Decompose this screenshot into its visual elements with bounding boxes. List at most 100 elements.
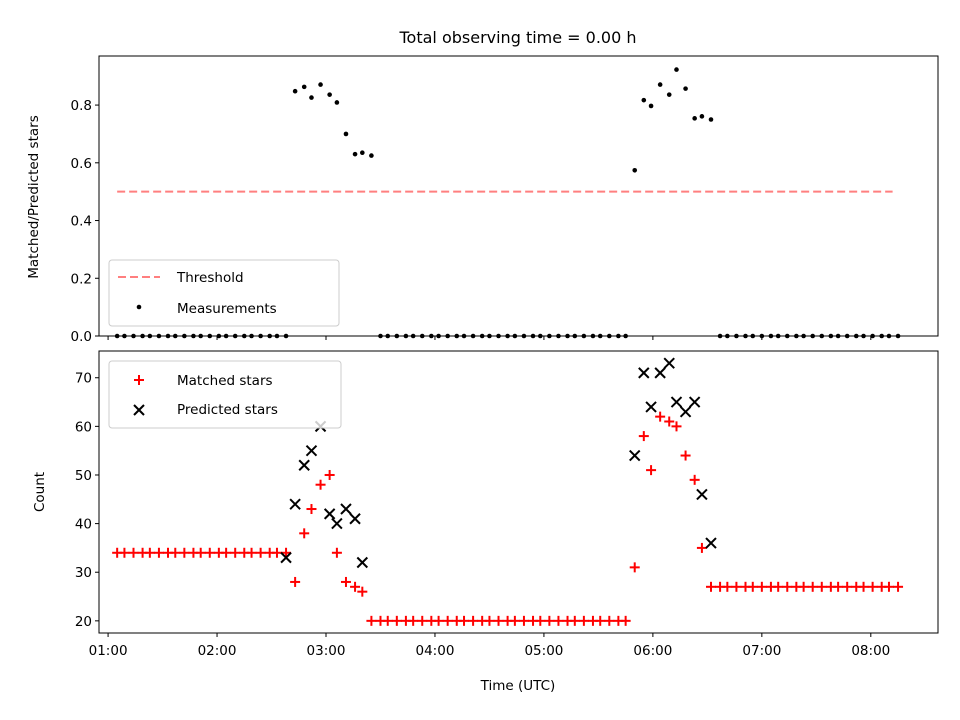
measurement-point-64 xyxy=(657,82,663,87)
matched-point-23 xyxy=(306,504,317,515)
matched-point-68 xyxy=(689,474,700,485)
matched-point-54 xyxy=(569,615,580,626)
matched-point-25 xyxy=(324,469,335,480)
matched-point-44 xyxy=(484,615,495,626)
matched-point-63 xyxy=(646,465,657,476)
measurement-point-29 xyxy=(360,150,365,156)
matched-point-79 xyxy=(782,581,793,592)
predicted-point-19 xyxy=(705,537,717,549)
matched-point-65 xyxy=(664,416,675,427)
bottom-y-tick-label-1: 30 xyxy=(75,565,92,581)
top-y-axis: 0.0 0.2 0.4 0.6 0.8 xyxy=(71,98,99,345)
matched-point-35 xyxy=(408,615,419,626)
bottom-plot-frame xyxy=(98,350,939,634)
predicted-point-11 xyxy=(638,367,650,379)
legend-threshold-label: Threshold xyxy=(176,270,244,286)
measurement-point-62 xyxy=(641,97,647,103)
top-y-tick-label-1: 0.2 xyxy=(71,271,92,287)
predicted-point-18 xyxy=(696,488,708,501)
predicted-point-9 xyxy=(356,556,369,569)
legend-matched-marker xyxy=(134,375,144,385)
matched-point-42 xyxy=(468,615,479,626)
matched-point-73 xyxy=(731,581,742,592)
matched-point-69 xyxy=(696,542,707,553)
top-y-axis-label: Matched/Predicted stars xyxy=(26,115,42,278)
matched-point-61 xyxy=(629,562,640,573)
matched-point-50 xyxy=(535,615,546,626)
predicted-point-8 xyxy=(349,513,361,525)
measurement-point-22 xyxy=(301,84,307,90)
matched-point-91 xyxy=(883,581,894,592)
measurement-point-27 xyxy=(343,131,349,137)
measurement-point-30 xyxy=(369,153,374,158)
legend-measurements-swatch xyxy=(136,304,142,310)
predicted-series xyxy=(280,357,717,569)
predicted-point-14 xyxy=(663,357,675,369)
legend-matched-label: Matched stars xyxy=(177,373,273,389)
matched-point-89 xyxy=(867,581,878,592)
measurement-point-26 xyxy=(334,100,340,105)
matched-point-29 xyxy=(357,586,368,597)
ratio-panel: Total observing time = 0.00 h Matched/Pr… xyxy=(26,28,939,345)
matched-point-62 xyxy=(638,431,649,442)
matched-point-13 xyxy=(221,547,232,558)
legend-predicted-swatch xyxy=(133,404,145,416)
predicted-point-1 xyxy=(289,498,301,510)
matched-point-72 xyxy=(722,581,733,592)
bottom-x-axis: 01:00 02:00 03:00 04:00 05:00 06:00 07:00 08:00 xyxy=(89,633,890,659)
bottom-y-tick-label-2: 40 xyxy=(75,517,92,533)
matched-point-30 xyxy=(366,615,377,626)
top-legend: Threshold Measurements xyxy=(108,259,340,327)
bottom-y-axis-label: Count xyxy=(32,472,48,512)
measurement-point-28 xyxy=(352,151,358,157)
matched-point-7 xyxy=(170,547,181,558)
x-tick-label-3: 04:00 xyxy=(416,643,455,659)
matched-point-19 xyxy=(271,547,282,558)
matched-point-4 xyxy=(144,547,155,558)
bottom-legend-box xyxy=(108,360,342,429)
predicted-point-17 xyxy=(688,396,701,408)
matched-point-10 xyxy=(195,547,206,558)
matched-point-64 xyxy=(655,411,666,422)
measurement-point-69 xyxy=(699,114,705,119)
matched-point-21 xyxy=(290,576,301,587)
matched-point-45 xyxy=(493,615,504,626)
matched-point-47 xyxy=(509,615,520,626)
matched-point-16 xyxy=(246,547,257,558)
matched-point-48 xyxy=(518,615,529,626)
measurement-point-65 xyxy=(666,92,672,97)
matched-series xyxy=(112,411,904,626)
matched-point-86 xyxy=(842,581,853,592)
predicted-point-3 xyxy=(305,444,318,457)
matched-point-32 xyxy=(382,615,393,626)
x-tick-label-6: 07:00 xyxy=(742,643,781,659)
measurement-point-25 xyxy=(327,92,332,97)
matched-point-20 xyxy=(281,547,292,558)
top-legend-box xyxy=(108,259,340,327)
matched-point-58 xyxy=(604,615,615,626)
matched-point-57 xyxy=(595,615,606,626)
matched-point-85 xyxy=(833,581,844,592)
matched-point-55 xyxy=(578,615,589,626)
bottom-legend: Matched stars Predicted stars xyxy=(108,360,342,429)
matched-point-82 xyxy=(807,581,818,592)
measurement-point-67 xyxy=(683,86,688,91)
matched-point-11 xyxy=(204,547,215,558)
bottom-y-tick-label-0: 20 xyxy=(75,614,92,630)
measurement-point-23 xyxy=(309,95,314,100)
bottom-y-tick-label-4: 60 xyxy=(75,419,92,435)
matched-point-17 xyxy=(255,547,266,558)
matched-point-2 xyxy=(128,547,139,558)
matched-point-83 xyxy=(816,581,827,592)
count-panel: Count Time (UTC) 20 30 40 50 60 70 01:00 02:00… xyxy=(32,350,939,694)
predicted-point-12 xyxy=(645,401,657,413)
matched-point-75 xyxy=(747,581,758,592)
matched-point-88 xyxy=(858,581,869,592)
x-tick-label-5: 06:00 xyxy=(633,643,672,659)
predicted-point-2 xyxy=(298,459,310,471)
matched-point-8 xyxy=(179,547,190,558)
bottom-y-tick-label-3: 50 xyxy=(75,468,92,484)
matched-point-1 xyxy=(119,547,130,558)
